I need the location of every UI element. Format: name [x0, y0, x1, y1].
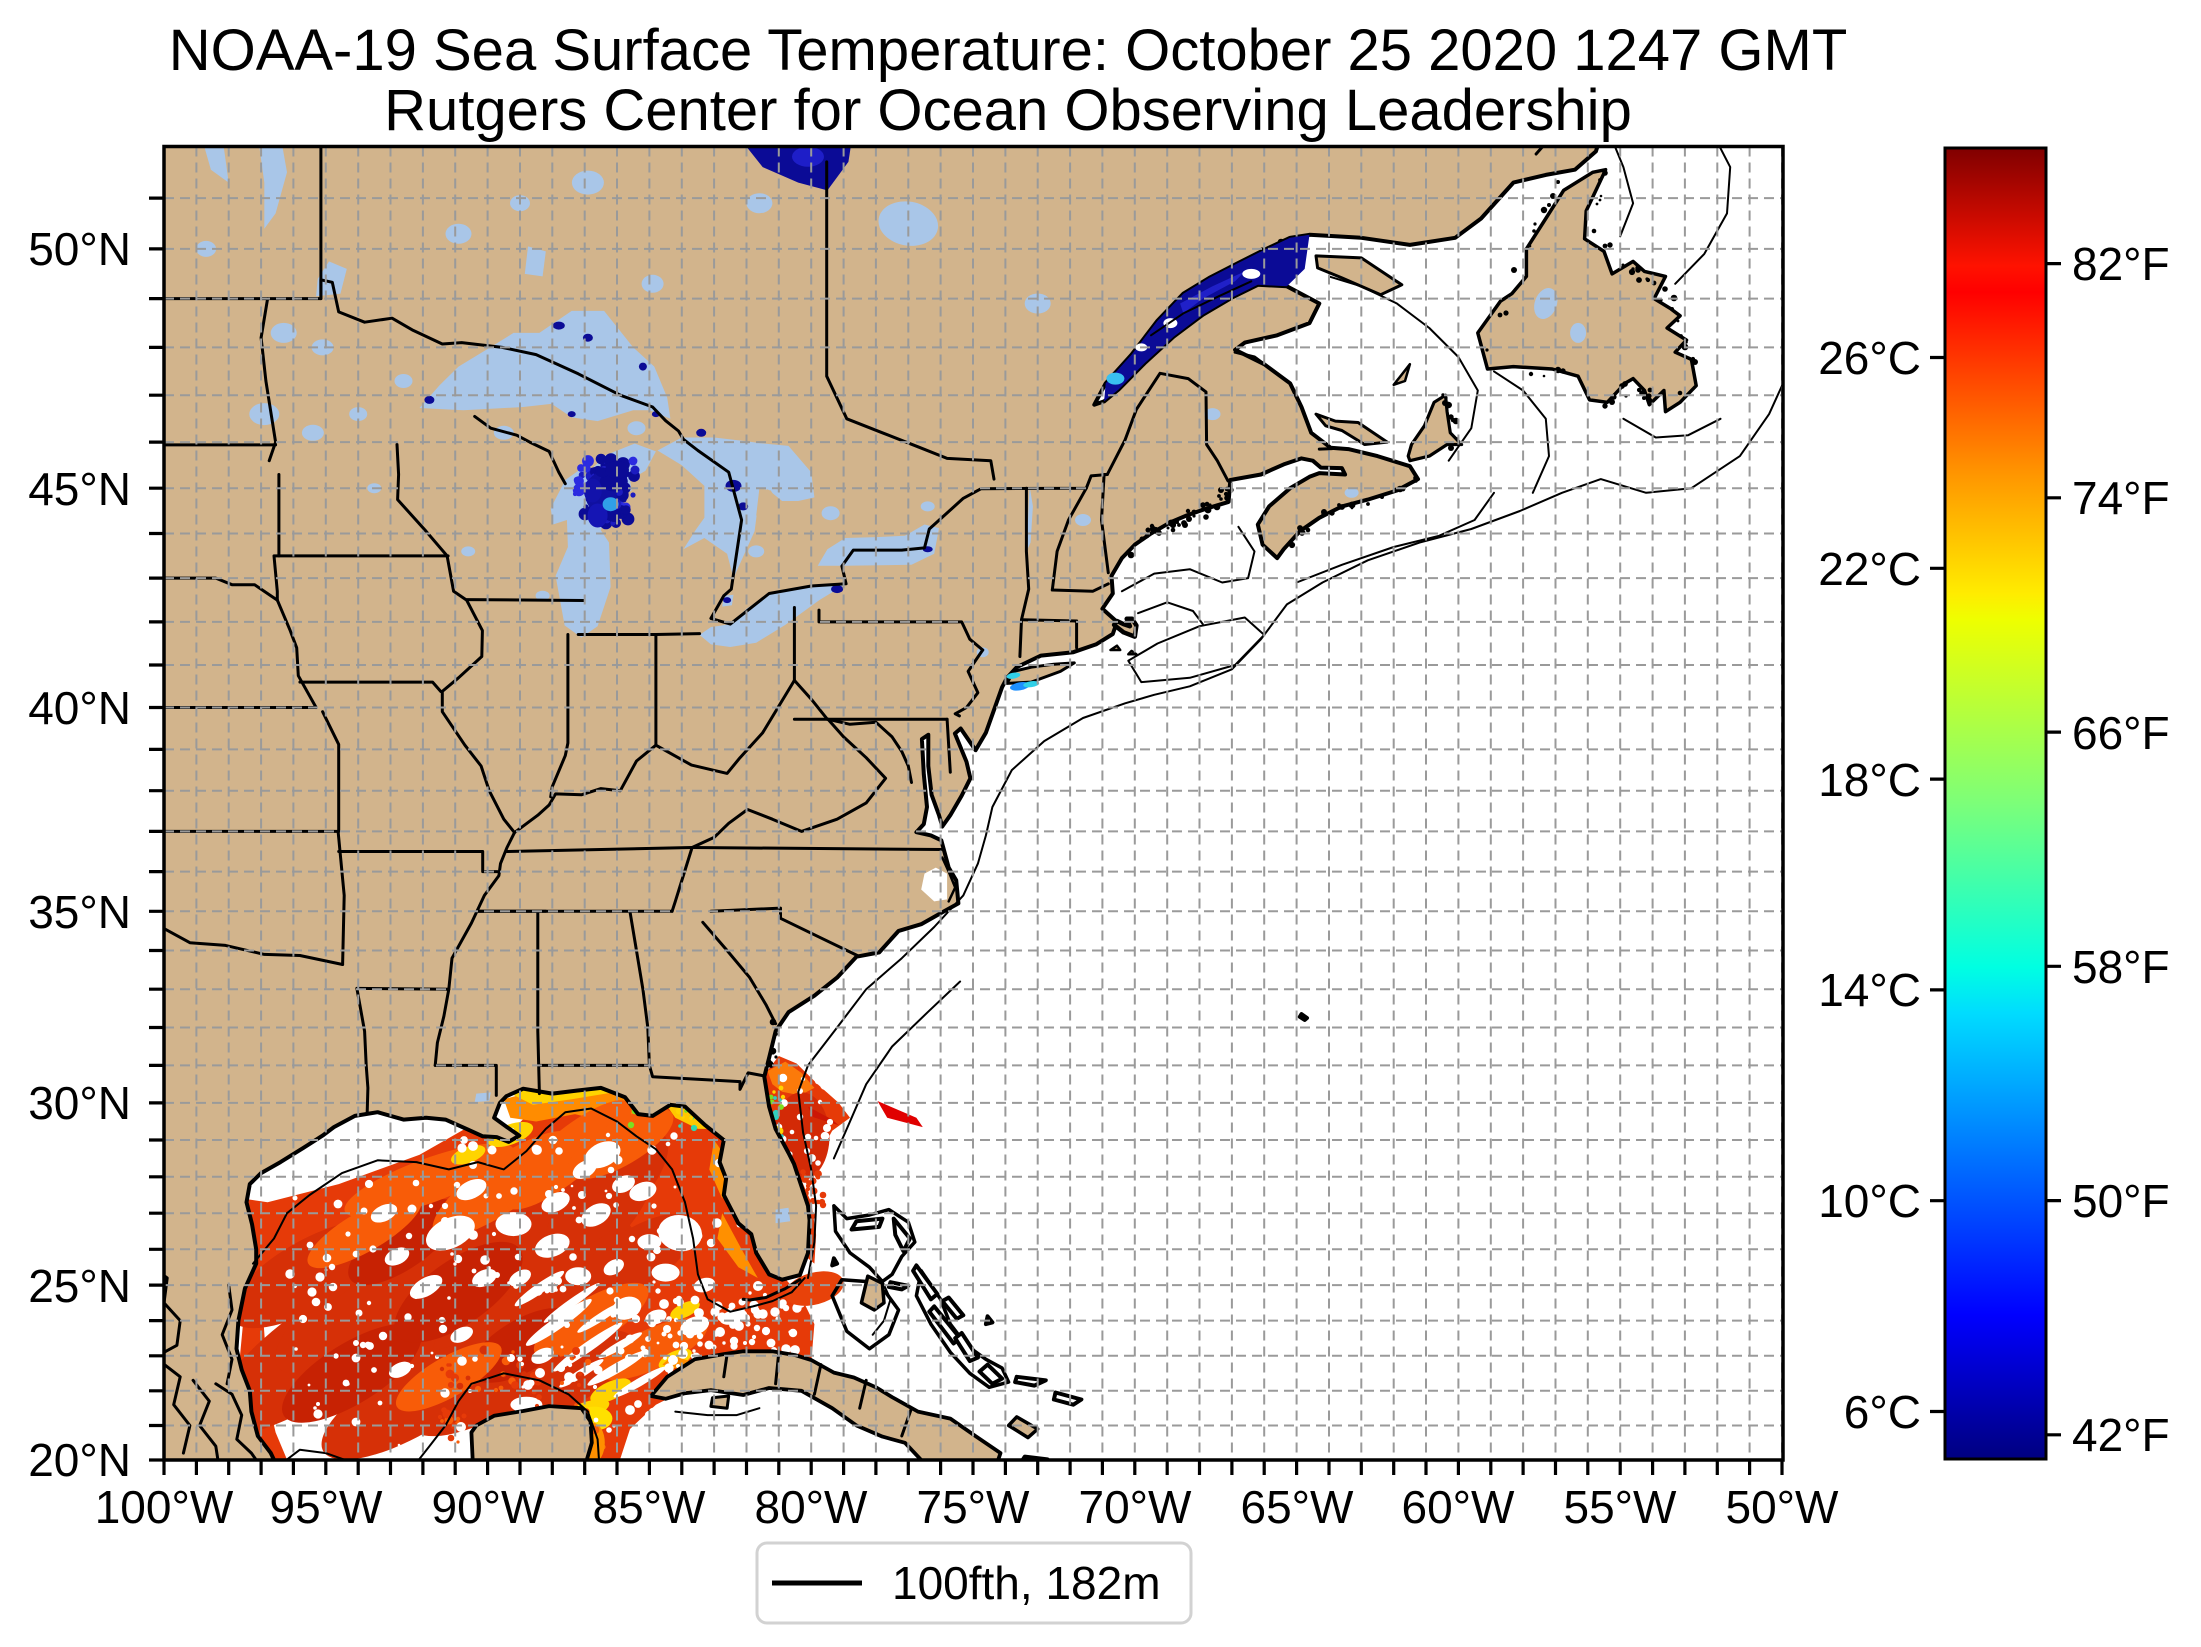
svg-text:85°W: 85°W — [593, 1481, 707, 1533]
svg-text:82°F: 82°F — [2072, 238, 2170, 290]
svg-text:22°C: 22°C — [1818, 543, 1921, 595]
svg-text:95°W: 95°W — [270, 1481, 384, 1533]
svg-text:30°N: 30°N — [28, 1077, 131, 1129]
svg-text:55°W: 55°W — [1564, 1481, 1678, 1533]
svg-text:40°N: 40°N — [28, 682, 131, 734]
svg-text:35°N: 35°N — [28, 886, 131, 938]
svg-text:6°C: 6°C — [1844, 1386, 1921, 1438]
svg-text:50°F: 50°F — [2072, 1175, 2170, 1227]
svg-text:42°F: 42°F — [2072, 1409, 2170, 1461]
svg-text:65°W: 65°W — [1241, 1481, 1355, 1533]
svg-text:10°C: 10°C — [1818, 1175, 1921, 1227]
svg-text:20°N: 20°N — [28, 1434, 131, 1486]
svg-text:Rutgers Center for Ocean Obser: Rutgers Center for Ocean Observing Leade… — [384, 78, 1632, 143]
svg-text:74°F: 74°F — [2072, 472, 2170, 524]
svg-text:70°W: 70°W — [1079, 1481, 1193, 1533]
svg-text:50°N: 50°N — [28, 223, 131, 275]
svg-text:NOAA-19 Sea Surface Temperatur: NOAA-19 Sea Surface Temperature: October… — [169, 18, 1848, 83]
svg-text:100°W: 100°W — [95, 1481, 234, 1533]
svg-text:25°N: 25°N — [28, 1260, 131, 1312]
svg-text:14°C: 14°C — [1818, 964, 1921, 1016]
svg-text:80°W: 80°W — [755, 1481, 869, 1533]
svg-text:75°W: 75°W — [917, 1481, 1031, 1533]
svg-text:66°F: 66°F — [2072, 707, 2170, 759]
svg-text:45°N: 45°N — [28, 463, 131, 515]
svg-text:50°W: 50°W — [1726, 1481, 1840, 1533]
svg-text:100fth, 182m: 100fth, 182m — [892, 1557, 1161, 1609]
svg-text:18°C: 18°C — [1818, 754, 1921, 806]
svg-text:60°W: 60°W — [1402, 1481, 1516, 1533]
svg-text:58°F: 58°F — [2072, 941, 2170, 993]
svg-text:26°C: 26°C — [1818, 332, 1921, 384]
svg-text:90°W: 90°W — [432, 1481, 546, 1533]
